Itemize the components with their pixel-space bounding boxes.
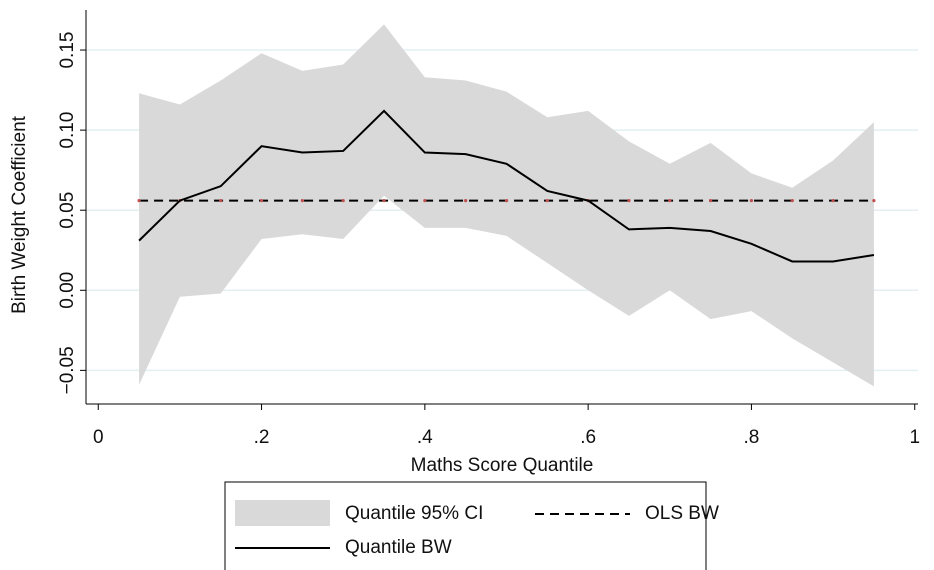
y-tick-label: 0.00 <box>57 272 78 309</box>
x-tick-label: 0 <box>93 427 104 448</box>
ols-marker <box>382 198 386 203</box>
ols-marker <box>219 198 223 203</box>
ols-marker <box>341 198 345 203</box>
quantile-line <box>138 109 875 263</box>
ols-marker <box>872 198 876 203</box>
ols-marker <box>831 198 835 203</box>
x-axis-label: Maths Score Quantile <box>411 455 594 476</box>
x-tick-label: .8 <box>744 427 760 448</box>
ols-marker <box>627 198 631 203</box>
legend-label: Quantile 95% CI <box>345 503 483 524</box>
legend-label: Quantile BW <box>345 537 452 558</box>
ols-marker <box>300 198 304 203</box>
x-tick-label: .6 <box>580 427 596 448</box>
ols-marker <box>504 198 509 203</box>
ols-marker <box>259 198 264 203</box>
y-tick-label: 0.15 <box>57 32 78 69</box>
ci-band <box>139 24 874 387</box>
legend-swatch <box>235 500 330 526</box>
y-axis-label: Birth Weight Coefficient <box>9 115 30 314</box>
ols-marker <box>137 198 141 203</box>
ols-marker <box>749 198 754 203</box>
ols-marker <box>709 198 713 203</box>
ols-marker <box>790 198 794 203</box>
ols-marker <box>668 198 672 203</box>
y-tick-label: −0.05 <box>57 346 78 394</box>
x-tick-label: .4 <box>417 427 433 448</box>
y-tick-label: 0.10 <box>57 112 78 149</box>
ols-marker <box>423 198 427 203</box>
legend-label: OLS BW <box>645 503 719 524</box>
x-tick-label: .2 <box>254 427 270 448</box>
ols-marker <box>464 198 468 203</box>
legend: Quantile 95% CI OLS BW Quantile BW <box>224 481 719 570</box>
ols-marker <box>545 198 549 203</box>
y-tick-label: 0.05 <box>57 192 78 229</box>
x-tick-label: 1 <box>909 427 920 448</box>
